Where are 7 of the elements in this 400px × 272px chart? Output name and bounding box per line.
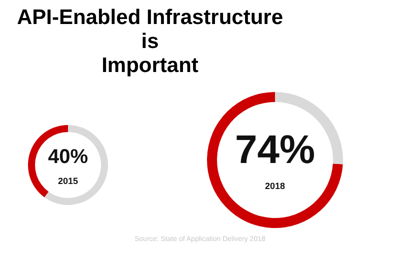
data-label: 40%: [46, 146, 90, 168]
donut-slice: [207, 92, 343, 228]
slice-label: 2018: [264, 181, 286, 191]
data-label: 74%: [234, 128, 316, 172]
slice-label: 2015: [56, 176, 80, 186]
donut-slice: [44, 125, 108, 205]
text: API-Enabled Infrastructure is Important: [16, 6, 284, 78]
